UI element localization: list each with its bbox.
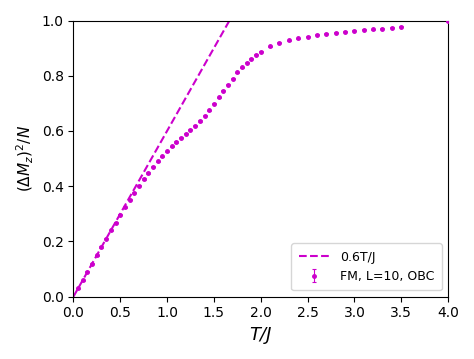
- 0.6T/J: [71, 295, 76, 299]
- Line: 0.6T/J: 0.6T/J: [73, 0, 448, 297]
- Legend: 0.6T/J, FM, L=10, OBC: 0.6T/J, FM, L=10, OBC: [291, 243, 442, 290]
- X-axis label: T/J: T/J: [249, 326, 272, 344]
- Y-axis label: $(\Delta M_z)^2/N$: $(\Delta M_z)^2/N$: [15, 125, 36, 192]
